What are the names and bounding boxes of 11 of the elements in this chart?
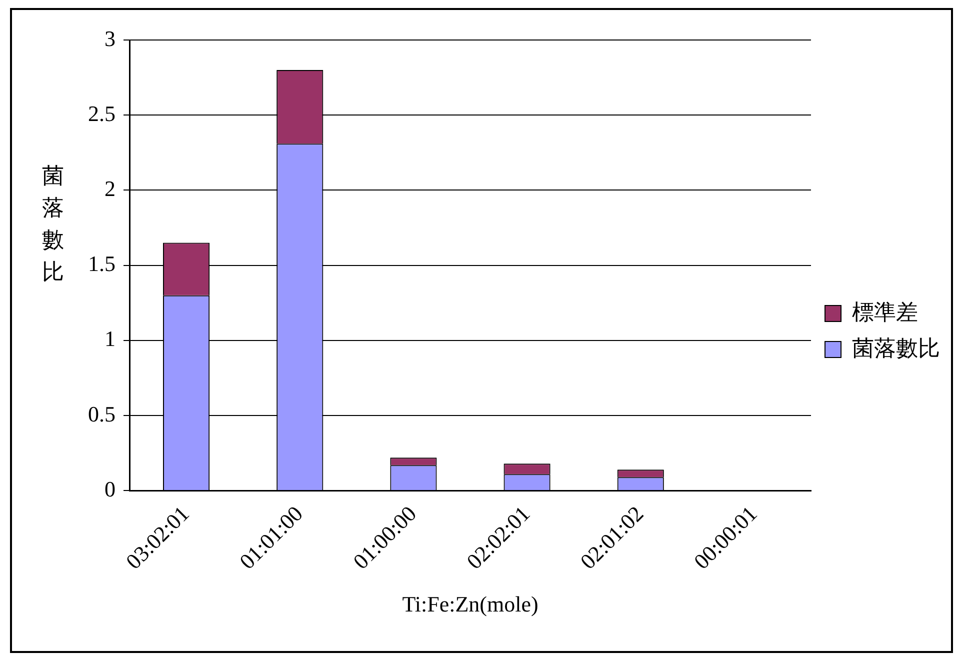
legend-label: 菌落數比 bbox=[852, 335, 940, 360]
y-tick-label: 1 bbox=[104, 326, 116, 352]
y-axis-title: 菌落數比 bbox=[42, 162, 64, 286]
y-tick-label: 0 bbox=[104, 476, 116, 502]
y-tick-label: 2 bbox=[104, 176, 116, 201]
y-tick-label: 3 bbox=[104, 26, 116, 51]
legend-label: 標準差 bbox=[852, 299, 918, 324]
y-tick-label: 2.5 bbox=[88, 100, 116, 126]
y-tick-label: 1.5 bbox=[88, 251, 116, 276]
y-tick-label: 0.5 bbox=[88, 401, 116, 426]
x-axis-title: Ti:Fe:Zn(mole) bbox=[402, 592, 538, 617]
